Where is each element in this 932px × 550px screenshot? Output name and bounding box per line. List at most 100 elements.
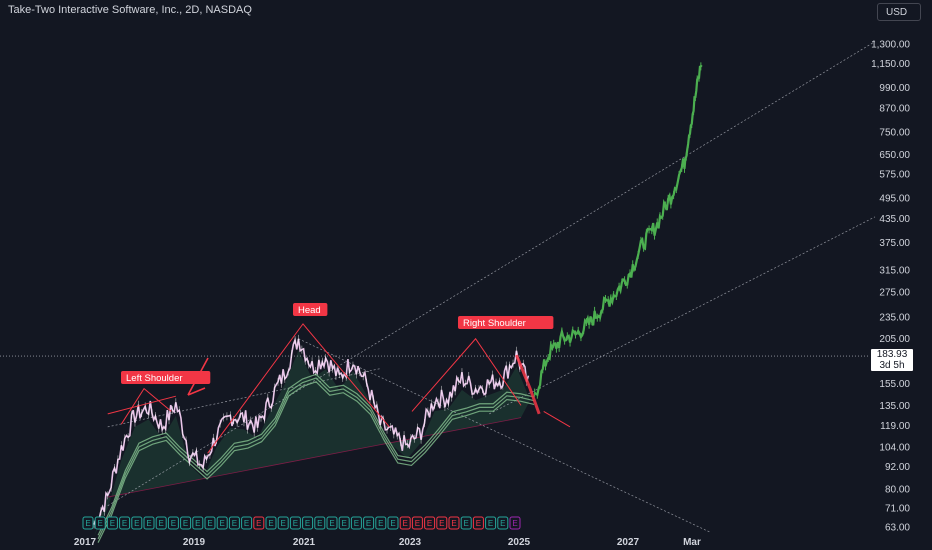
earnings-badge-letter: E [390,519,395,528]
earnings-badge [485,516,497,530]
arrow-head [187,387,206,396]
y-tick-label: 205.00 [879,334,910,345]
price-line [93,337,530,528]
y-tick-label: 92.00 [885,462,910,473]
earnings-badge [216,516,228,530]
x-tick-label: 2021 [293,537,316,548]
earnings-badge-letter: E [476,519,481,528]
earnings-badge-letter: E [500,519,505,528]
y-tick-label: 435.00 [879,214,910,225]
earnings-badge-letter: E [378,519,383,528]
last-price-tag: 183.93 3d 5h [871,349,913,371]
neckline [107,417,522,498]
x-tick-label: 2019 [183,537,206,548]
label-box-1 [293,303,328,316]
earnings-badge-letter: E [366,519,371,528]
projection-series [533,62,703,399]
y-tick-label: 235.00 [879,312,910,323]
moving-average-band [97,373,535,543]
recent-decline [515,354,541,415]
earnings-badge [472,516,484,530]
earnings-badge [314,516,326,530]
earnings-badge [363,516,375,530]
earnings-badge [192,516,204,530]
earnings-badge-letter: E [183,519,188,528]
y-tick-label: 1,300.00 [871,40,910,51]
chart-title: Take-Two Interactive Software, Inc., 2D,… [8,4,252,16]
earnings-badge-letter: E [146,519,151,528]
y-tick-label: 119.00 [880,421,910,432]
head-line [207,323,390,454]
earnings-badge [131,516,143,530]
left-shoulder-line [120,387,172,425]
currency-button[interactable]: USD [877,3,921,21]
earnings-badge-letter: E [451,519,456,528]
earnings-badge [289,516,301,530]
earnings-badge [119,516,131,530]
earnings-badge [204,516,216,530]
earnings-badge-letter: E [317,519,322,528]
label-box-0 [121,371,211,384]
projection-line [533,64,703,397]
earnings-badge-letter: E [512,519,517,528]
earnings-badge [167,516,179,530]
y-tick-label: 155.00 [879,379,910,390]
earnings-badge-letter: E [403,519,408,528]
earnings-badge-letter: E [293,519,298,528]
label-box-2 [458,316,554,329]
x-tick-label: 2027 [617,537,640,548]
earnings-badge [424,516,436,530]
y-tick-label: 870.00 [879,104,910,115]
y-tick-label: 135.00 [879,401,910,412]
earnings-badge [460,516,472,530]
y-tick-label: 315.00 [879,266,910,277]
earnings-badge [228,516,240,530]
x-tick-label: 2017 [74,537,97,548]
earnings-badge-letter: E [98,519,103,528]
earnings-badge-letter: E [232,519,237,528]
earnings-badge [302,516,314,530]
earnings-badge [277,516,289,530]
earnings-badge-letter: E [85,519,90,528]
earnings-badge-letter: E [256,519,261,528]
ma-line-1 [97,377,535,540]
y-tick-label: 495.00 [879,194,910,205]
y-tick-label: 275.00 [879,287,910,298]
pattern-label-1: Head [298,305,321,316]
earnings-badge [399,516,411,530]
x-tick-label: Mar [683,537,701,548]
ma-line-2 [97,373,535,536]
earnings-badge [253,516,265,530]
earnings-badge-letter: E [195,519,200,528]
x-tick-label: 2025 [508,537,531,548]
earnings-badge-letter: E [488,519,493,528]
earnings-badge-letter: E [281,519,286,528]
y-tick-label: 1,150.00 [871,59,910,70]
trend-line-3 [107,368,381,428]
earnings-badge-letter: E [464,519,469,528]
earnings-badge [265,516,277,530]
earnings-badge [411,516,423,530]
earnings-badge-letter: E [171,519,176,528]
x-tick-label: 2023 [399,537,422,548]
earnings-badge [180,516,192,530]
earnings-badge [82,516,94,530]
pattern-labels: Left Shoulder Head Right Shoulder [121,303,554,384]
earnings-badge [375,516,387,530]
earnings-badge-letter: E [220,519,225,528]
shoulder-neck [107,395,176,415]
earnings-badge [497,516,509,530]
axis-ticks: 1,300.00 1,150.00 990.00 870.00 750.00 650.00… [74,40,911,549]
y-tick-label: 63.00 [885,523,910,534]
y-tick-label: 71.00 [885,503,910,514]
earnings-badge [509,516,521,530]
earnings-badge-letter: E [122,519,127,528]
earnings-badge-letter: E [159,519,164,528]
breakdown-line [543,410,571,428]
earnings-badge-letter: E [342,519,347,528]
head-shoulders-lines [107,323,571,454]
earnings-badge-letter: E [354,519,359,528]
y-tick-label: 80.00 [885,484,910,495]
